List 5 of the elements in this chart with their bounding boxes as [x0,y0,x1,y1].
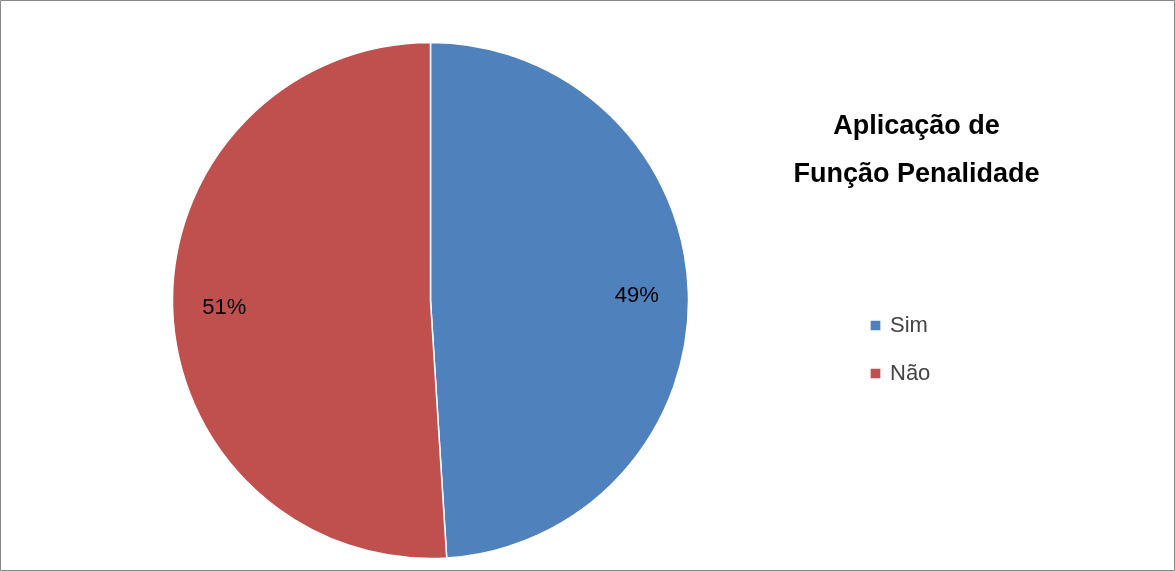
data-label: 49% [614,281,659,307]
legend-label: Não [890,360,931,386]
legend-label: Sim [890,312,928,338]
data-label: 51% [202,294,247,320]
text: Aplicação de Função Penalidade [793,109,1040,188]
